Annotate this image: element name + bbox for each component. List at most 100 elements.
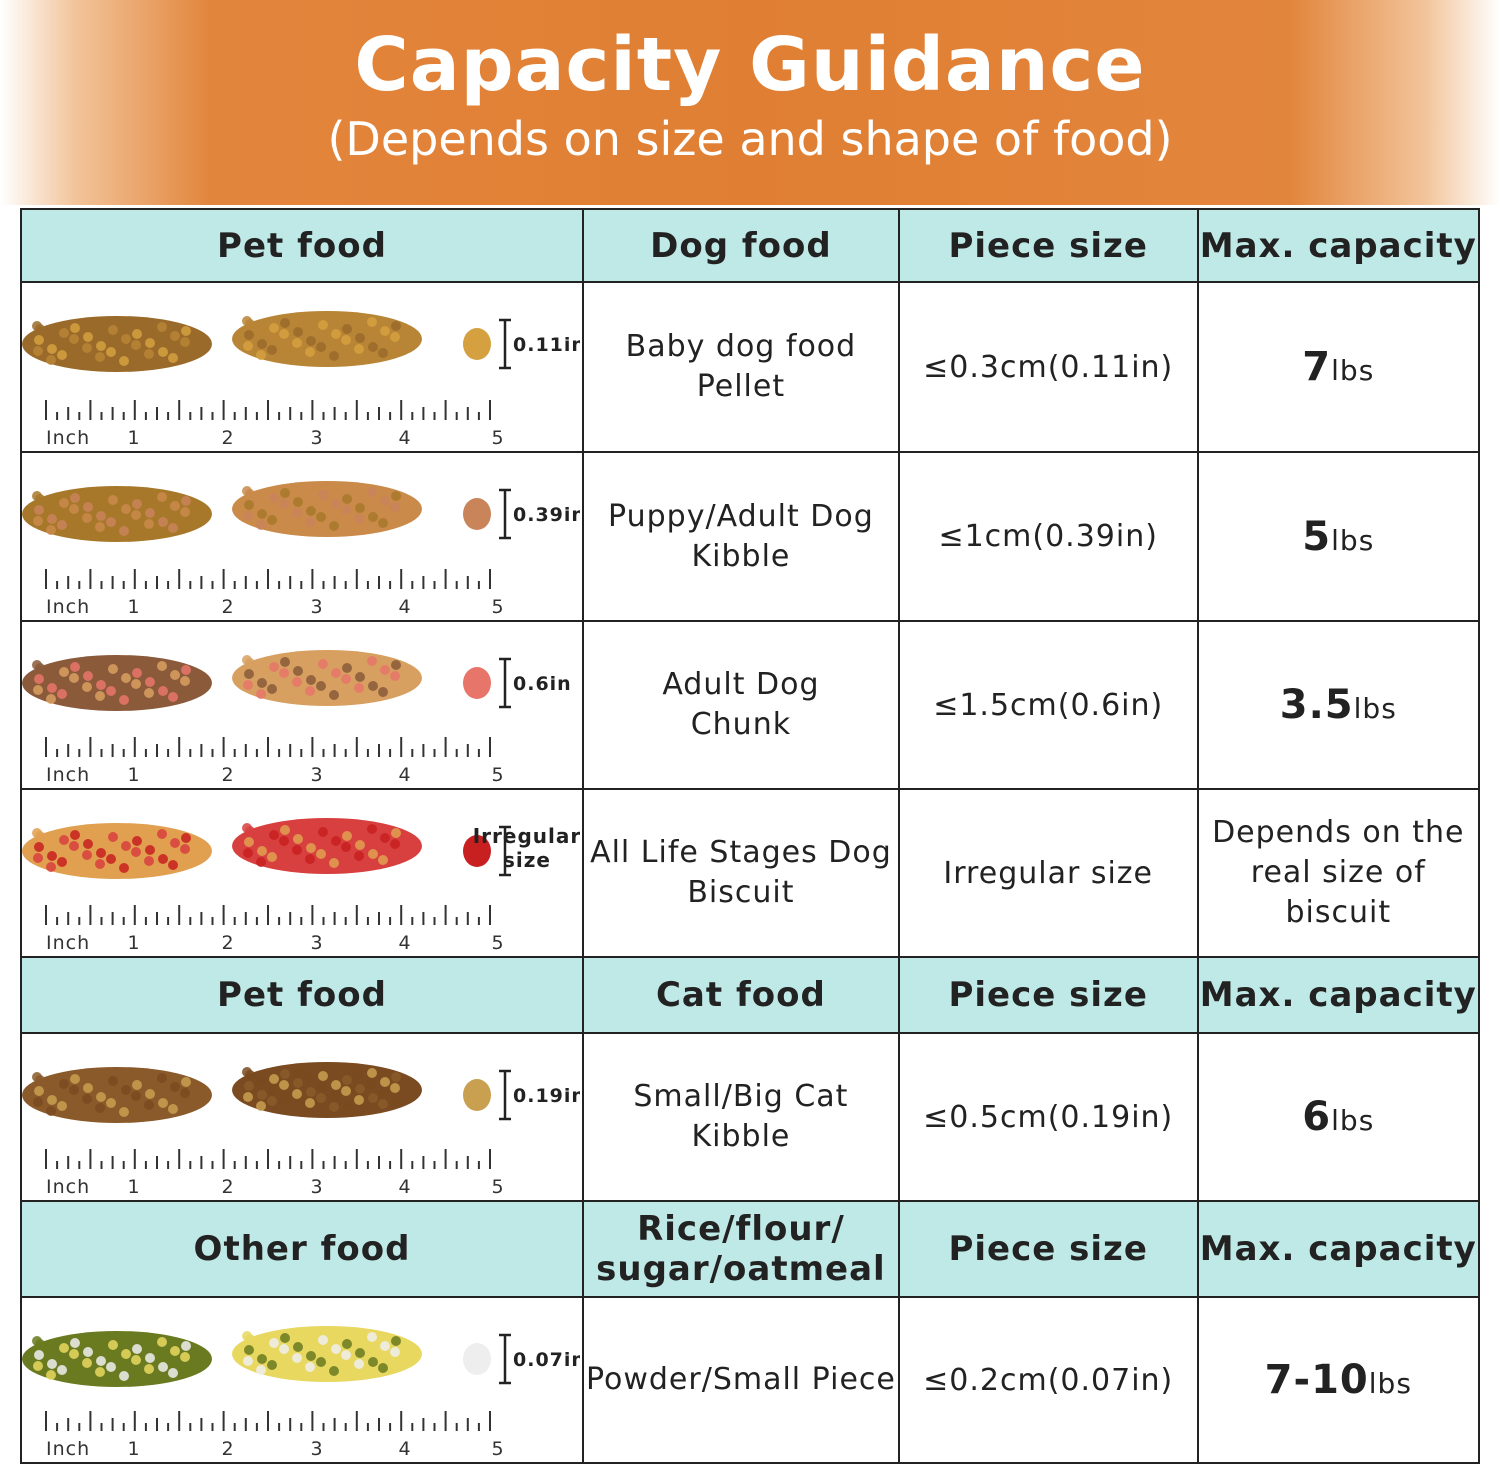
ruler-number: 2 <box>221 1438 234 1460</box>
ruler-number: 1 <box>127 932 140 954</box>
food-illustration: 0.39in Inch 1 2 3 4 5 <box>22 481 580 618</box>
header-row: Other food Rice/flour/ sugar/oatmeal Piece… <box>20 1200 1481 1298</box>
food-type-line: Puppy/Adult Dog <box>608 498 874 534</box>
capacity-unit: lbs <box>1353 692 1397 725</box>
piece-size: Irregular size <box>897 788 1199 958</box>
food-type-line: Chunk <box>690 707 792 742</box>
food-piece <box>463 328 491 360</box>
food-type: Baby dog food Pellet <box>581 281 900 453</box>
food-pile <box>232 650 422 706</box>
food-type: Adult Dog Chunk <box>581 620 900 790</box>
ruler-number: 5 <box>491 427 504 449</box>
food-pile <box>232 481 422 537</box>
ruler-number: 3 <box>310 596 323 618</box>
column-header: Dog food <box>581 208 900 283</box>
size-marker-icon <box>499 318 511 370</box>
ruler-number: 2 <box>221 932 234 954</box>
ruler-number: 3 <box>310 932 323 954</box>
max-capacity: 5lbs <box>1196 451 1481 622</box>
ruler-number: 4 <box>398 764 411 786</box>
ruler-unit: Inch <box>46 932 90 954</box>
food-type-line: Kibble <box>691 538 791 574</box>
food-type: Puppy/Adult Dog Kibble <box>581 451 900 622</box>
piece-size: ≤1cm(0.39in) <box>897 451 1199 622</box>
size-marker-icon <box>499 488 511 540</box>
title: Capacity Guidance <box>354 22 1146 108</box>
ruler-number: 2 <box>221 1176 234 1198</box>
food-type-line: Kibble <box>691 1119 791 1154</box>
ruler-number: 3 <box>310 1438 323 1460</box>
food-type-line: Baby dog food <box>625 329 857 364</box>
food-pile <box>22 655 212 711</box>
food-illustration: 0.19in Inch 1 2 3 4 5 <box>22 1062 580 1198</box>
size-marker-icon <box>499 657 511 709</box>
food-type: Small/Big Cat Kibble <box>581 1032 900 1202</box>
inch-ruler: Inch 1 2 3 4 5 <box>45 905 504 954</box>
food-illustration: 0.6in Inch 1 2 3 4 5 <box>22 650 572 786</box>
column-header: Cat food <box>581 956 900 1034</box>
food-pile <box>232 311 422 367</box>
food-illustration: 0.07in Inch 1 2 3 4 5 <box>22 1326 580 1460</box>
table-row: 0.11in Inch 1 2 3 4 5 Baby dog food Pellet ≤0.3cm… <box>20 281 1481 453</box>
piece-size: ≤0.2cm(0.07in) <box>897 1296 1199 1464</box>
food-pile <box>22 1067 212 1123</box>
table-row: Irregular size Inch 1 2 3 4 5 All Life Stages Do… <box>20 788 1481 958</box>
size-marker-icon <box>499 825 511 877</box>
food-illustration: 0.11in Inch 1 2 3 4 5 <box>22 311 580 449</box>
food-pile <box>22 1331 212 1387</box>
food-piece <box>463 667 491 699</box>
food-image-cell: 0.39in Inch 1 2 3 4 5 <box>20 451 584 622</box>
max-capacity: 3.5lbs <box>1196 620 1481 790</box>
food-pile <box>22 823 212 879</box>
ruler-number: 4 <box>398 596 411 618</box>
food-piece <box>463 835 491 867</box>
inch-ruler: Inch 1 2 3 4 5 <box>45 1149 504 1198</box>
inch-ruler: Inch 1 2 3 4 5 <box>45 737 504 786</box>
ruler-number: 1 <box>127 1176 140 1198</box>
food-type-line: Pellet <box>696 369 786 404</box>
food-type-line: Powder/Small Piece <box>585 1362 896 1397</box>
capacity-note: Depends on the <box>1212 815 1465 850</box>
capacity-unit: lbs <box>1331 1104 1375 1137</box>
capacity-unit: lbs <box>1368 1367 1412 1400</box>
ruler-number: 3 <box>310 764 323 786</box>
column-header: Max. capacity <box>1196 956 1481 1034</box>
ruler-number: 4 <box>398 1438 411 1460</box>
size-marker-icon <box>499 1069 511 1121</box>
ruler-unit: Inch <box>46 1176 90 1198</box>
size-label: 0.11in <box>513 334 580 356</box>
size-label: 0.39in <box>513 504 580 526</box>
capacity-value: 5 <box>1302 513 1332 560</box>
capacity-value: 7 <box>1302 344 1332 390</box>
subtitle: (Depends on size and shape of food) <box>327 112 1173 166</box>
ruler-number: 1 <box>127 596 140 618</box>
size-label: 0.07in <box>513 1349 580 1371</box>
table-row: 0.6in Inch 1 2 3 4 5 Adult Dog Chunk ≤1.5cm(0.6in… <box>20 620 1481 790</box>
ruler-number: 5 <box>491 932 504 954</box>
size-label: Irregular <box>473 824 580 848</box>
food-image-cell: 0.19in Inch 1 2 3 4 5 <box>20 1032 584 1202</box>
food-type: All Life Stages Dog Biscuit <box>581 788 900 958</box>
header-row: Pet food Cat food Piece size Max. capacity <box>20 956 1481 1034</box>
table-row: 0.07in Inch 1 2 3 4 5 Powder/Small Piece ≤0.2cm(… <box>20 1296 1481 1464</box>
capacity-value: 7-10 <box>1264 1357 1369 1403</box>
ruler-number: 5 <box>491 1438 504 1460</box>
size-label: 0.6in <box>513 673 572 695</box>
inch-ruler: Inch 1 2 3 4 5 <box>45 569 504 618</box>
ruler-number: 2 <box>221 596 234 618</box>
column-header: Piece size <box>897 208 1199 283</box>
size-marker-icon <box>499 1333 511 1385</box>
food-piece <box>463 498 491 530</box>
ruler-number: 2 <box>221 427 234 449</box>
ruler-number: 5 <box>491 1176 504 1198</box>
ruler-number: 4 <box>398 932 411 954</box>
capacity-table: Pet food Dog food Piece size Max. capacity 0… <box>20 208 1481 1464</box>
food-piece <box>463 1079 491 1111</box>
column-header: Piece size <box>897 1200 1199 1298</box>
food-image-cell: 0.07in Inch 1 2 3 4 5 <box>20 1296 584 1464</box>
ruler-number: 4 <box>398 1176 411 1198</box>
ruler-number: 1 <box>127 1438 140 1460</box>
food-image-cell: Irregular size Inch 1 2 3 4 5 <box>20 788 584 958</box>
food-image-cell: 0.11in Inch 1 2 3 4 5 <box>20 281 584 453</box>
